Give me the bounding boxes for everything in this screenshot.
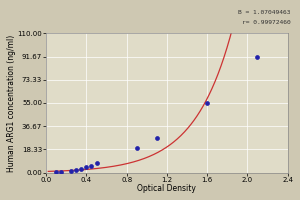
Point [154,137,159,140]
Point [94,161,99,165]
Point [255,55,260,58]
Point [54,171,59,174]
Point [84,166,89,169]
Point [134,146,139,150]
Point [74,169,79,172]
X-axis label: Optical Density: Optical Density [137,184,196,193]
Point [205,101,209,105]
Text: B = 1.07049463: B = 1.07049463 [238,10,291,15]
Y-axis label: Human ARG1 concentration (ng/ml): Human ARG1 concentration (ng/ml) [7,34,16,172]
Point [89,164,94,167]
Point [69,170,74,173]
Point [79,167,84,171]
Text: r= 0.99972460: r= 0.99972460 [242,20,291,25]
Point [59,170,64,173]
